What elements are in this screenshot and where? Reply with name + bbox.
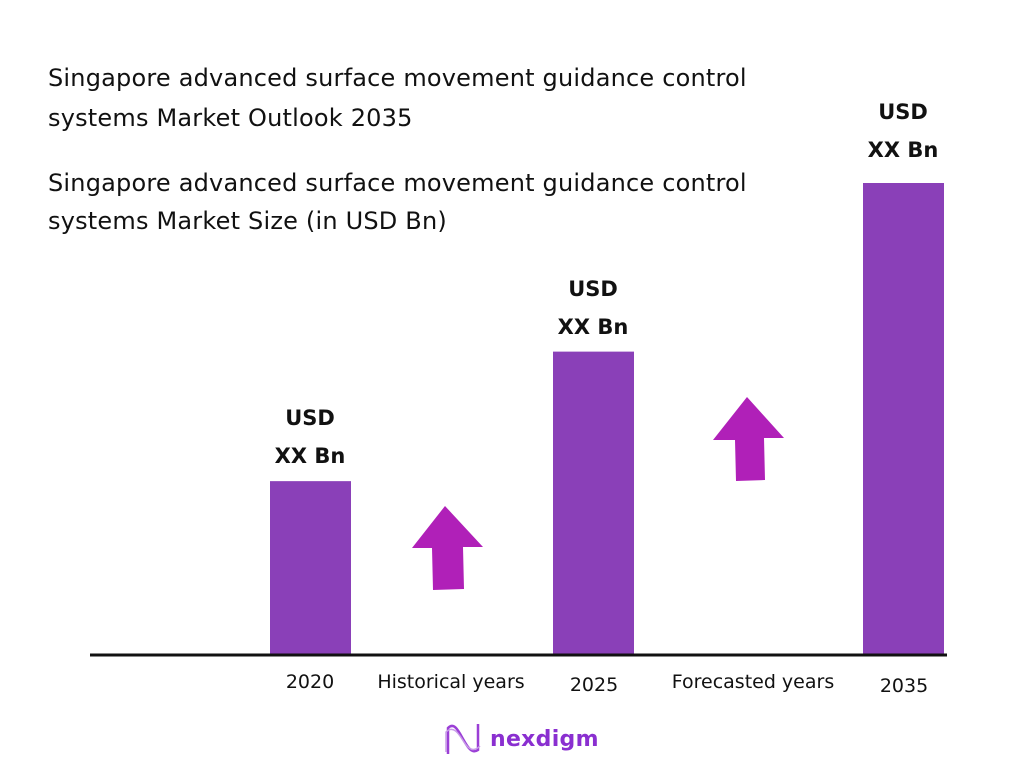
- data-label: USD XX Bn: [833, 93, 973, 169]
- logo-wave-icon: [445, 724, 481, 754]
- bar-2020: [270, 481, 351, 654]
- period-label-forecasted: Forecasted years: [671, 671, 835, 693]
- data-label: USD XX Bn: [523, 270, 663, 346]
- data-label: USD XX Bn: [240, 399, 380, 475]
- data-label-value: XX Bn: [274, 444, 346, 468]
- growth-arrow-icon: [713, 397, 784, 481]
- data-label-currency: USD: [878, 100, 928, 124]
- data-label-value: XX Bn: [867, 138, 939, 162]
- chart-title: Singapore advanced surface movement guid…: [48, 169, 747, 235]
- bar-2025: [553, 351, 634, 654]
- nexdigm-logo: nexdigm: [444, 722, 599, 756]
- data-label-value: XX Bn: [557, 315, 629, 339]
- x-tick-label: 2020: [285, 671, 335, 693]
- x-tick-label: 2025: [569, 674, 619, 696]
- data-label-currency: USD: [568, 277, 618, 301]
- data-label-currency: USD: [285, 406, 335, 430]
- growth-arrow-icon: [412, 506, 483, 590]
- logo-text: nexdigm: [490, 726, 599, 752]
- x-tick-label: 2035: [879, 675, 929, 697]
- page-title: Singapore advanced surface movement guid…: [48, 64, 747, 132]
- period-label-historical: Historical years: [377, 671, 525, 693]
- bar-2035: [863, 183, 944, 654]
